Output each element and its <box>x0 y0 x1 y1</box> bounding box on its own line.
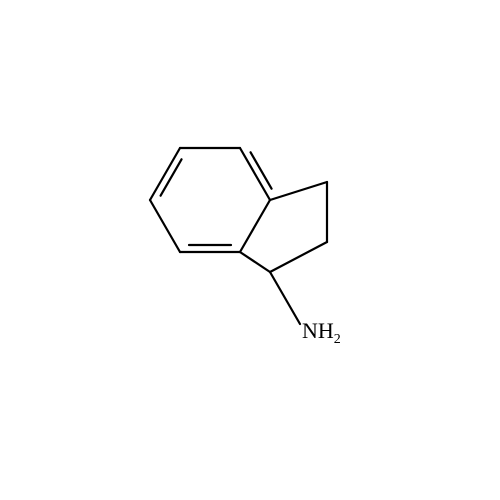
bond-line <box>270 182 327 200</box>
bond-line <box>270 272 300 324</box>
bond-line <box>240 200 270 252</box>
amine-label-sub: 2 <box>334 332 341 347</box>
bond-line <box>150 200 180 252</box>
bond-line <box>240 148 270 200</box>
molecule-diagram: NH2 <box>0 0 500 500</box>
amine-label: NH2 <box>302 318 341 347</box>
amine-label-main: NH <box>302 318 334 343</box>
bond-line <box>240 252 270 272</box>
bond-line <box>270 242 327 272</box>
bond-line <box>150 148 180 200</box>
